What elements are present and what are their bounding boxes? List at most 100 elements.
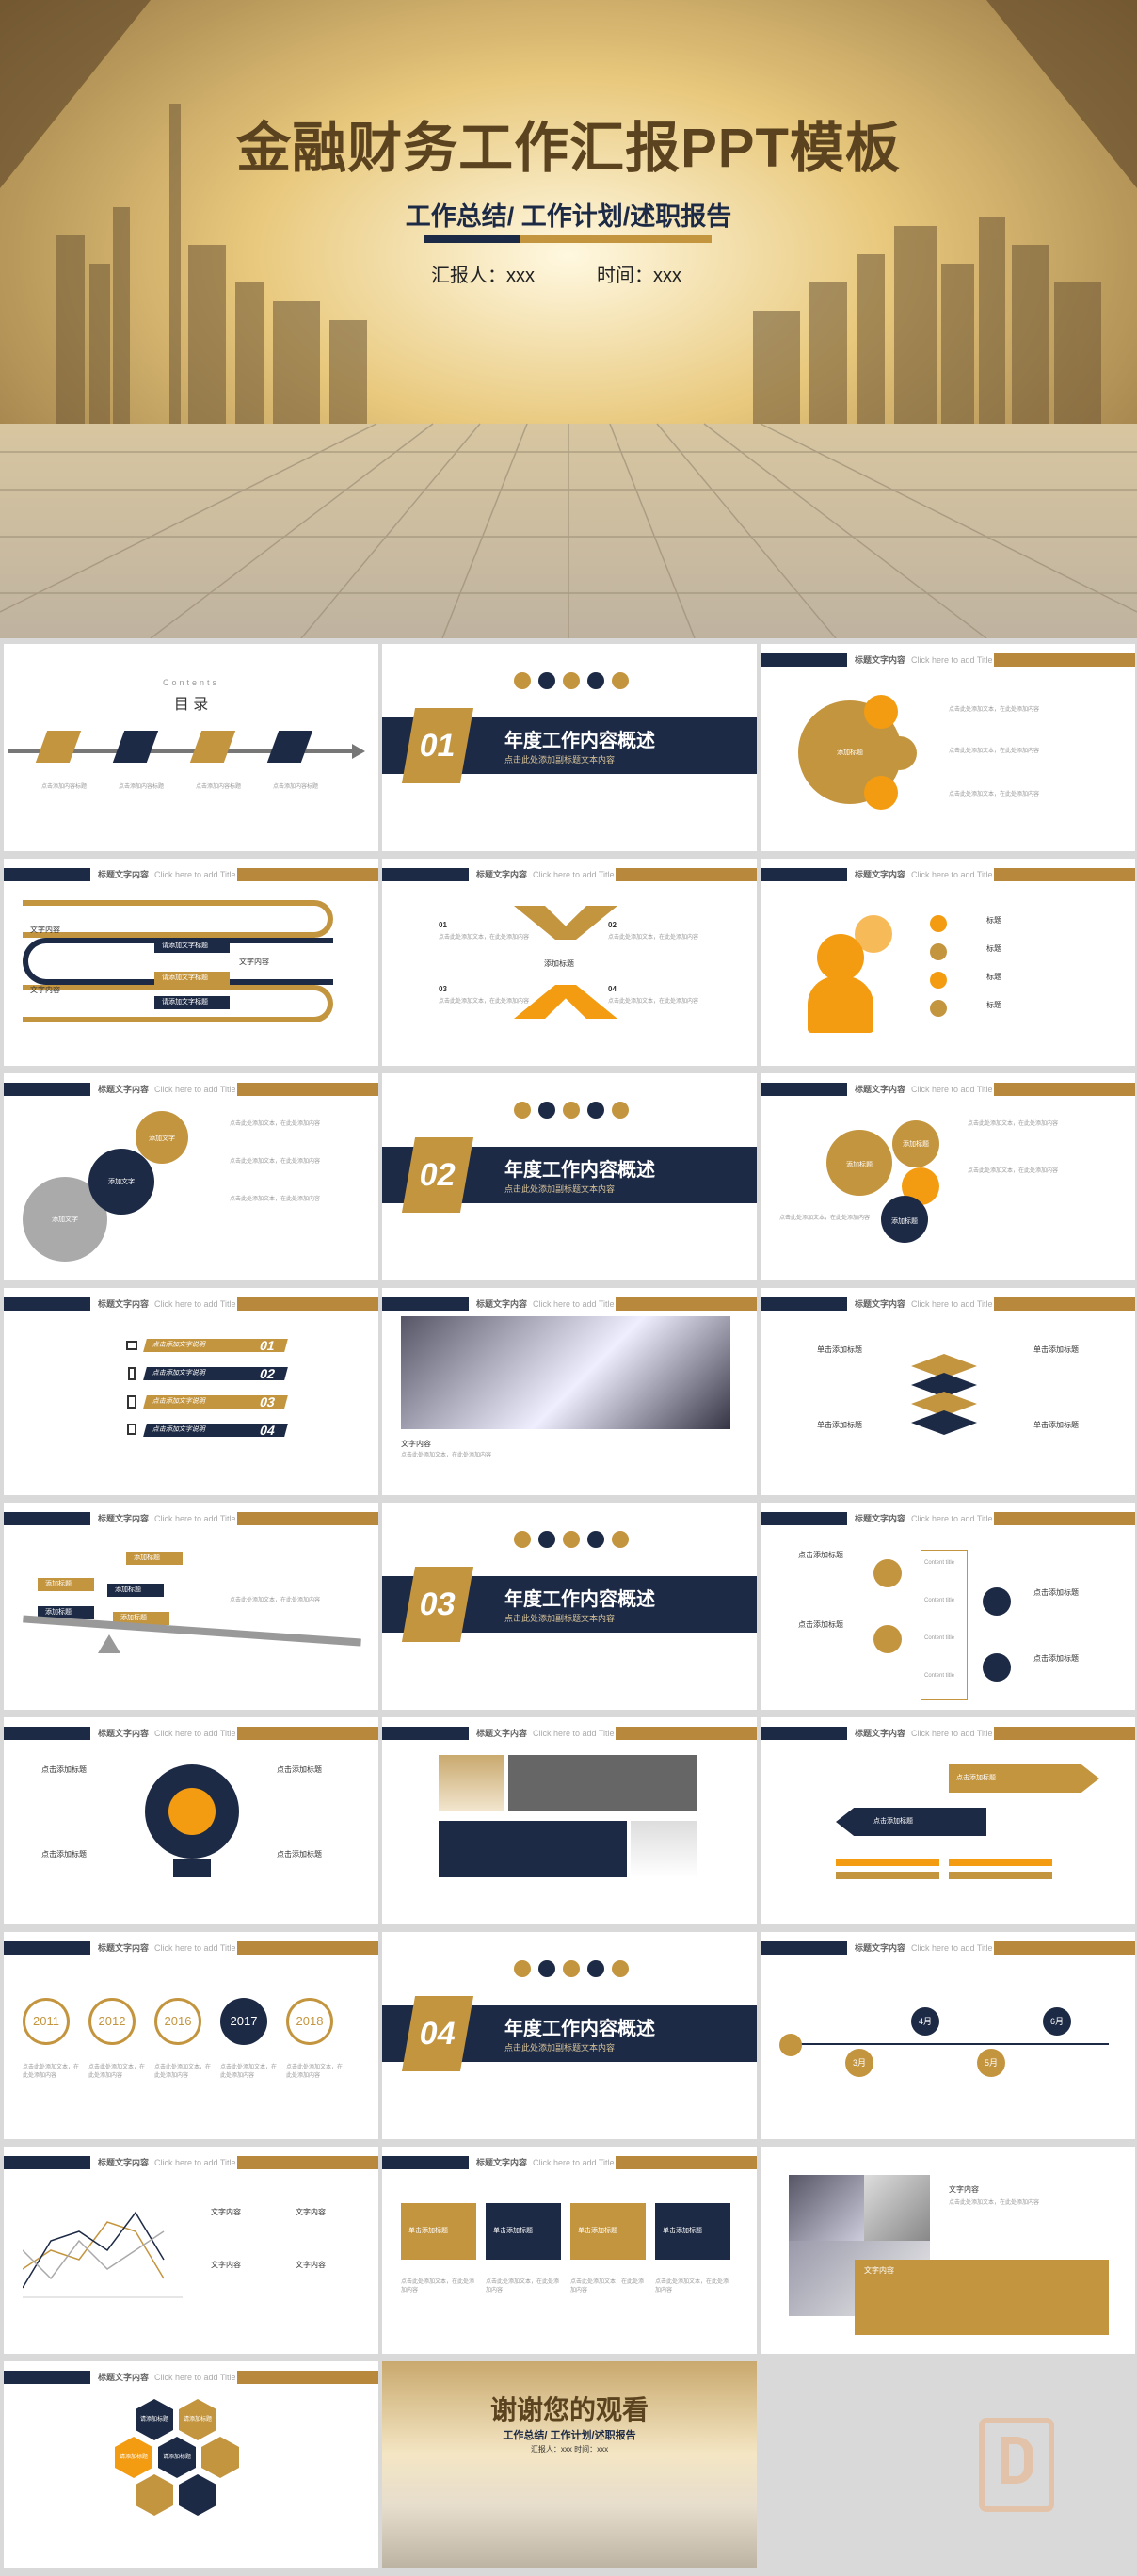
bulb-title-4: 点击添加标题 [277,1850,322,1859]
slide-arrows[interactable]: 标题文字内容 Click here to add Title 点击添加标题 点击添… [761,1717,1135,1924]
slide-people-gear[interactable]: 标题文字内容 Click here to add Title 标题 标题 标题 标… [761,859,1135,1066]
petal-label-1: 添加标题 [846,1162,873,1168]
hex-6 [136,2474,173,2516]
slide-four-badges[interactable]: 标题文字内容 Click here to add Title 单击添加标题 单击添… [382,2147,757,2354]
content-title-top: 文字内容 [949,2185,979,2194]
slide-photo[interactable]: 标题文字内容 Click here to add Title 文字内容 点击此处添… [382,1288,757,1495]
section-icons [514,672,629,689]
text-3: 点击此处添加文本，在此处添加内容 [779,1216,871,1221]
box-3: 添加标题 [107,1584,164,1597]
photo-caption-title: 文字内容 [401,1440,431,1448]
petal-2 [892,1120,939,1167]
slide-header: 标题文字内容 Click here to add Title [98,1085,236,1094]
bulb-center [168,1788,216,1835]
label-small: 添加文字 [149,1135,175,1142]
arrow-icon [352,744,365,759]
slide-timeline-months[interactable]: 标题文字内容 Click here to add Title 3月 4月 5月 6… [761,1932,1135,2139]
center-label: 添加标题 [837,749,863,756]
contents-tab-3[interactable] [189,731,236,763]
slide-header: 标题文字内容 Click here to add Title [855,1943,993,1953]
contents-tab-1[interactable] [35,731,82,763]
row-9: 标题文字内容 Click here to add Title 请添加标题 请添加标… [0,2361,1137,2568]
section-subtitle: 点击此处添加副标题文本内容 [504,1614,616,1623]
slide-header: 标题文字内容 Click here to add Title [476,1729,615,1738]
month-4: 4月 [911,2007,939,2036]
cover-slide[interactable]: 金融财务工作汇报PPT模板 工作总结/ 工作计划/述职报告 汇报人：xxx 时间… [0,0,1137,638]
slide-section-02[interactable]: 02 年度工作内容概述 点击此处添加副标题文本内容 [382,1073,757,1280]
numbered-bar-4: 点击添加文字说明 04 [143,1423,288,1438]
item-text-2: 点击此处添加文本，在此处添加内容 [608,935,699,941]
slide-timeline-years[interactable]: 标题文字内容 Click here to add Title 2011 2012 … [4,1932,378,2139]
watermark-logo [979,2418,1054,2512]
slide-hexagons[interactable]: 标题文字内容 Click here to add Title 请添加标题 请添加标… [4,2361,378,2568]
slide-numbered-bars[interactable]: 标题文字内容 Click here to add Title 点击添加文字说明 01… [4,1288,378,1495]
legend-3: 文字内容 [211,2261,241,2269]
item-text-4: 点击此处添加文本，在此处添加内容 [608,999,699,1005]
header-bar [761,868,847,881]
thanks-background [382,2361,757,2568]
hex-5 [201,2437,239,2478]
people-body [808,976,873,1033]
bar-3 [836,1872,939,1879]
slide-petals[interactable]: 标题文字内容 Click here to add Title 添加标题 添加标题 … [761,1073,1135,1280]
item-num-3: 03 [439,985,447,993]
slide-contents[interactable]: Contents 目 录 点击添加内容标题 点击添加内容标题 点击添加内容标题 … [4,644,378,851]
mid-circle [88,1149,154,1215]
cover-subtitle: 工作总结/ 工作计划/述职报告 [405,202,732,231]
slide-testimonials[interactable]: 标题文字内容 Click here to add Title [382,1717,757,1924]
row-1: Contents 目 录 点击添加内容标题 点击添加内容标题 点击添加内容标题 … [0,644,1137,851]
label-mid: 添加文字 [108,1179,135,1185]
year-2017: 2017 [220,1998,267,2045]
label-1: 标题 [986,916,1001,925]
slide-header: 标题文字内容 Click here to add Title [855,870,993,879]
header-bar [4,868,90,881]
slide-header: 标题文字内容 Click here to add Title [98,870,236,879]
slide-photo-grid[interactable]: 文字内容 点击此处添加文本，在此处添加内容 文字内容 [761,2147,1135,2354]
slide-section-01[interactable]: 01 年度工作内容概述 点击此处添加副标题文本内容 [382,644,757,851]
month-5: 5月 [977,2049,1005,2077]
slide-header: 标题文字内容 Click here to add Title [98,1729,236,1738]
header-bar [761,1512,847,1525]
slide-layers[interactable]: 标题文字内容 Click here to add Title 单击添加标题 单击添… [761,1288,1135,1495]
header-bar-gold [237,1083,378,1096]
slide-balance[interactable]: 标题文字内容 Click here to add Title 添加标题 添加标题 … [4,1503,378,1710]
slide-section-03[interactable]: 03 年度工作内容概述 点击此处添加副标题文本内容 [382,1503,757,1710]
layer-title-3: 单击添加标题 [817,1421,862,1429]
header-bar [4,2371,90,2384]
year-text-4: 点击此处添加文本，在此处添加内容 [220,2065,278,2079]
hex-1: 请添加标题 [136,2399,173,2440]
slide-bulb[interactable]: 标题文字内容 Click here to add Title 点击添加标题 点击添… [4,1717,378,1924]
contents-line [8,749,356,753]
slide-line-chart[interactable]: 标题文字内容 Click here to add Title 文字内容 文字内容 … [4,2147,378,2354]
slide-four-items[interactable]: 标题文字内容 Click here to add Title 添加标题 01 02… [382,859,757,1066]
slide-thanks[interactable]: 谢谢您的观看 工作总结/ 工作计划/述职报告 汇报人：xxx 时间：xxx [382,2361,757,2568]
layer-4 [911,1410,977,1435]
box-2: 添加标题 [38,1578,94,1591]
photo-caption-text: 点击此处添加文本，在此处添加内容 [401,1453,492,1458]
header-bar-gold [237,1941,378,1955]
month-3: 3月 [845,2049,873,2077]
box-1: 添加标题 [126,1552,183,1565]
slide-content-titles[interactable]: 标题文字内容 Click here to add Title Content ti… [761,1503,1135,1710]
contents-tab-4[interactable] [266,731,313,763]
slide-section-04[interactable]: 04 年度工作内容概述 点击此处添加副标题文本内容 [382,1932,757,2139]
balance-beam [23,1615,361,1647]
phone-icon [128,1367,136,1380]
header-bar-gold [994,1297,1135,1311]
body-text-1: 点击此处添加文本，在此处添加内容 [949,707,1040,713]
label-4: 标题 [986,1001,1001,1009]
slide-venn[interactable]: 标题文字内容 Click here to add Title 添加文字 添加文字 … [4,1073,378,1280]
petal-label-3: 添加标题 [891,1218,918,1225]
slide-flow[interactable]: 标题文字内容 Click here to add Title 文字内容 文字内容 … [4,859,378,1066]
contents-tab-2[interactable] [112,731,159,763]
header-bar [4,1512,90,1525]
section-subtitle: 点击此处添加副标题文本内容 [504,2043,616,2053]
numbered-bar-2: 点击添加文字说明 02 [143,1366,288,1381]
slide-circle-diagram[interactable]: 标题文字内容 Click here to add Title 添加标题 点击此处添… [761,644,1135,851]
segment-1 [864,695,898,729]
flow-bar-1: 请添加文字标题 [154,940,230,953]
text-1: 点击此处添加文本，在此处添加内容 [968,1121,1059,1127]
header-bar-gold [237,1512,378,1525]
header-bar-gold [616,868,757,881]
header-bar [4,2156,90,2169]
